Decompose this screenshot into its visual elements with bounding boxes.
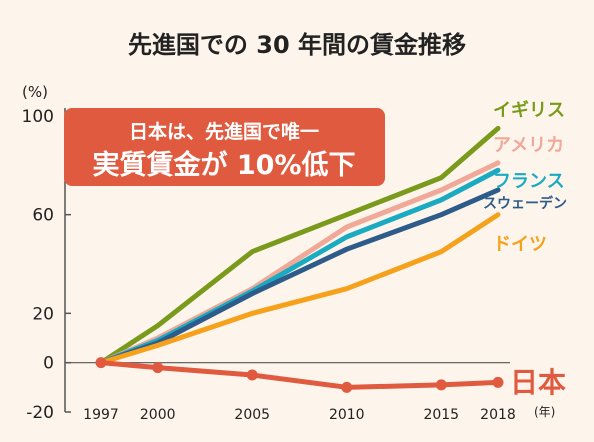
series-label: スウェーデン	[483, 195, 567, 212]
callout-line2: 実質賃金が 10%低下	[92, 149, 355, 181]
series-point	[435, 379, 447, 391]
y-tick-label: 20	[32, 304, 54, 324]
series-label: ドイツ	[493, 234, 547, 255]
callout-box: 日本は、先進国で唯一 実質賃金が 10%低下	[64, 108, 385, 186]
y-tick-label: 100	[22, 107, 54, 127]
y-tick-label: 60	[32, 206, 54, 226]
x-tick-label: 1997	[83, 407, 119, 423]
y-tick-label: -20	[26, 403, 54, 423]
x-tick-label: 2000	[140, 407, 176, 423]
x-tick-label: 2005	[234, 407, 270, 423]
series-point	[492, 376, 504, 388]
series-line	[98, 125, 501, 366]
y-tick-label: 0	[43, 354, 54, 374]
series-line	[98, 212, 501, 366]
series-lines	[95, 125, 504, 393]
chart-title: 先進国での 30 年間の賃金推移	[128, 31, 466, 59]
y-axis-unit: (%)	[22, 83, 48, 101]
callout-line1: 日本は、先進国で唯一	[129, 120, 319, 143]
series-label: フランス	[493, 171, 565, 192]
series-point	[341, 381, 353, 393]
series-line	[98, 360, 501, 390]
x-tick-label: 2018	[480, 407, 516, 423]
series-label: アメリカ	[493, 135, 564, 156]
series-point	[152, 362, 164, 374]
series-point	[246, 369, 258, 381]
series-label: イギリス	[493, 100, 565, 121]
axes: 100 60 20 0 -20 1997 2000 2005 2010 2015 2018	[22, 107, 516, 423]
series-label: 日本	[510, 366, 566, 399]
callout-background	[64, 108, 385, 186]
x-tick-label: 2010	[329, 407, 365, 423]
x-axis-unit: (年)	[534, 405, 555, 419]
x-tick-label: 2015	[423, 407, 459, 423]
series-point	[95, 357, 107, 369]
